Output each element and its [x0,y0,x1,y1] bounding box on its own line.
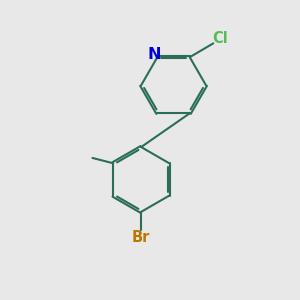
Text: Cl: Cl [212,32,228,46]
Text: Br: Br [132,230,150,245]
Text: N: N [148,47,161,62]
